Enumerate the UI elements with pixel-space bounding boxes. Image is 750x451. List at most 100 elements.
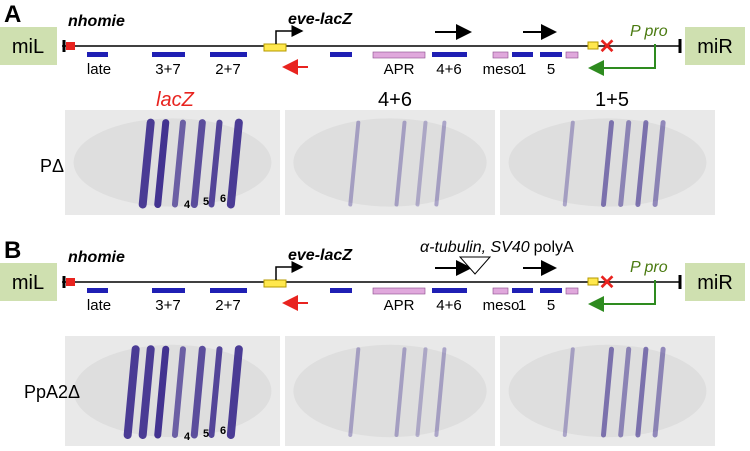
row-label: PpA2Δ [24, 382, 80, 402]
stripe [154, 345, 170, 439]
insulator-box [0, 263, 57, 301]
green-arrow [588, 44, 656, 76]
stripe [394, 347, 407, 437]
enhancer-label: 4+6 [436, 297, 461, 314]
promoter-label: P pro [630, 259, 668, 276]
insulator-box [685, 263, 745, 301]
enhancer-label: meso [483, 61, 520, 78]
promoter-label: P pro [630, 23, 668, 40]
enhancer [512, 52, 533, 57]
stripe [226, 118, 243, 209]
insulator-box [685, 27, 745, 65]
stripe [154, 119, 170, 208]
enhancer-label: 5 [547, 61, 555, 78]
enhancer [492, 51, 509, 59]
stripe [208, 346, 223, 438]
stripe-number: 6 [220, 193, 226, 205]
insulator-left: miL [12, 36, 44, 58]
stripe [190, 345, 206, 439]
stripe [618, 120, 632, 207]
enhancer [210, 288, 247, 293]
enhancer [565, 287, 579, 295]
reporter: eve-lacZ [288, 247, 353, 264]
stripe [562, 120, 575, 207]
stripe-number: 5 [203, 196, 209, 208]
row-label: PΔ [40, 156, 64, 176]
deletion-x: ✕ [599, 36, 616, 58]
embryo [73, 344, 272, 438]
enhancer [492, 287, 509, 295]
stripe [618, 346, 632, 438]
stripe [171, 119, 186, 208]
stripe-number: 4 [184, 431, 191, 443]
enhancer-label: 2+7 [215, 297, 240, 314]
enhancer [565, 51, 579, 59]
stripe [394, 120, 407, 207]
stripe [434, 120, 447, 207]
stripe [415, 347, 428, 437]
stripe [601, 346, 614, 438]
enhancer-label: 4+6 [436, 61, 461, 78]
stripe [348, 120, 361, 207]
enhancer [372, 51, 426, 59]
green-arrow [588, 280, 656, 312]
enhancer [330, 52, 352, 57]
insert-label: α-tubulin, SV40 polyA [420, 239, 574, 256]
stripe [171, 346, 186, 438]
enhancer [210, 52, 247, 57]
stripe-number: 6 [220, 425, 226, 437]
column-header: lacZ [156, 89, 195, 111]
enhancer [540, 52, 562, 57]
stripe [190, 119, 206, 208]
stripe [208, 119, 223, 208]
nhomie-box [66, 278, 75, 286]
stripe [652, 346, 666, 438]
enhancer [512, 288, 533, 293]
enhancer [432, 288, 467, 293]
enhancer-label: APR [384, 297, 415, 314]
enhancer-label: 3+7 [155, 297, 180, 314]
enhancer [432, 52, 467, 57]
nhomie: nhomie [68, 249, 125, 266]
enhancer-label: meso [483, 297, 520, 314]
stripe [415, 120, 428, 207]
stripe [434, 347, 447, 437]
enhancer [330, 288, 352, 293]
embryo [293, 344, 487, 438]
enhancer [372, 287, 426, 295]
promoter-box [263, 279, 287, 288]
stripe [138, 345, 155, 439]
insulator-left: miL [12, 272, 44, 294]
panel-label: B [4, 237, 21, 264]
stripe [226, 345, 243, 439]
yellow-box [587, 277, 599, 286]
enhancer-label: 1 [518, 297, 526, 314]
stripe [562, 347, 575, 437]
enhancer-label: APR [384, 61, 415, 78]
enhancer-label: 1 [518, 61, 526, 78]
column-header: 4+6 [378, 89, 412, 111]
enhancer [152, 288, 185, 293]
stripe-number: 5 [203, 428, 209, 440]
promoter-box [263, 43, 287, 52]
embryo [73, 118, 272, 207]
stripe [652, 120, 666, 207]
insert-plain: polyA [534, 239, 574, 256]
stripe [123, 345, 140, 439]
insulator-right: miR [697, 36, 733, 58]
nhomie-box [66, 42, 75, 50]
deletion-x: ✕ [599, 272, 616, 294]
insert-triangle [458, 256, 492, 275]
insulator-right: miR [697, 272, 733, 294]
stripe [635, 120, 649, 207]
yellow-box [587, 41, 599, 50]
enhancer-label: 2+7 [215, 61, 240, 78]
enhancer-label: late [87, 61, 111, 78]
reporter: eve-lacZ [288, 11, 353, 28]
enhancer [540, 288, 562, 293]
tss-arrow [275, 25, 304, 44]
enhancer [87, 288, 108, 293]
